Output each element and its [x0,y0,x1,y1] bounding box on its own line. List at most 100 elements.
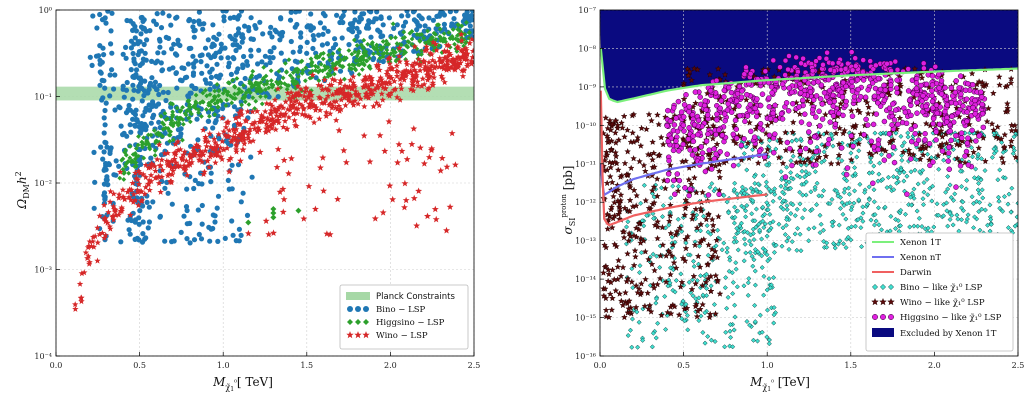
wino-like-point [630,111,638,118]
wino-point [280,156,288,164]
higgsino-point [290,70,296,75]
wino-like-point [704,261,711,268]
wino-point [245,128,253,135]
higgsino-point [401,51,407,57]
higgsino-like-point [807,89,814,95]
higgsino-like-point [766,104,773,110]
legend-planck-label: Planck Constraints [376,292,455,302]
bino-point [246,93,252,99]
bino-point [117,105,123,111]
right-x-axis-label: Mχ̃1⁰ [TeV] [749,375,810,393]
wino-like-point [630,186,638,194]
higgsino-like-point [826,136,832,143]
wino-point [104,219,111,226]
wino-like-point [617,191,625,198]
higgsino-point [385,41,391,47]
higgsino-like-point [867,58,873,64]
wino-like-point [762,130,770,137]
bino-point [365,23,371,29]
higgsino-point [417,32,422,38]
higgsino-like-point [936,121,943,128]
bino-like-point [975,151,981,157]
bino-point [214,205,220,211]
bino-point [189,83,195,89]
bino-point [226,60,232,66]
wino-point [292,90,300,97]
bino-like-point [685,252,691,258]
wino-point [175,162,182,169]
wino-like-point [712,310,719,317]
wino-point [236,109,243,116]
bino-like-point [790,153,796,159]
bino-point [240,64,246,71]
higgsino-like-point [778,110,785,117]
legend-series-label: Wino − LSP [376,331,428,341]
wino-like-point [627,164,635,172]
wino-like-point [666,161,674,169]
wino-like-point [827,160,835,167]
wino-point [448,129,456,137]
label-part: 1 [767,386,771,393]
wino-like-point [705,241,713,248]
wino-point [235,113,243,120]
wino-like-point [985,104,992,112]
bino-like-point [1010,151,1016,157]
wino-like-point [779,159,787,167]
wino-point [424,67,431,74]
bino-like-point [638,250,644,256]
wino-point [226,127,233,134]
wino-like-point [681,211,689,218]
bino-point [244,212,251,218]
wino-point [433,47,440,54]
higgsino-point [367,63,372,69]
wino-like-point [882,147,889,154]
bino-point [138,48,144,54]
bino-point [332,36,338,42]
higgsino-like-point [716,127,722,133]
bino-point [134,117,140,123]
bino-like-point [930,183,936,189]
wino-point [241,140,248,147]
higgsino-point [332,62,338,68]
bino-like-point [1012,223,1018,229]
wino-point [367,74,374,81]
bino-point [371,55,377,61]
higgsino-point [282,60,288,66]
bino-like-point [996,198,1002,204]
wino-point [110,190,117,197]
wino-point [318,99,326,106]
bino-point [226,186,232,192]
wino-like-point [651,266,658,274]
wino-like-point [668,252,676,259]
bino-like-point [972,214,978,220]
higgsino-point [352,49,358,55]
higgsino-like-point [853,63,859,69]
higgsino-like-point [955,109,961,116]
wino-point [296,100,303,107]
bino-like-point [668,195,674,201]
wino-like-point [630,232,638,239]
bino-like-point [847,200,853,206]
higgsino-point [375,51,381,56]
wino-point [325,87,333,94]
higgsino-like-point [798,60,804,67]
bino-point [162,238,168,244]
wino-like-point [605,216,612,223]
higgsino-like-point [786,85,793,91]
wino-like-point [961,159,969,166]
bino-point [136,215,142,221]
bino-like-point [750,189,756,195]
bino-point [228,71,234,77]
higgsino-point [132,150,138,156]
bino-like-point [876,171,882,177]
wino-point [410,194,418,202]
higgsino-like-point [965,80,971,87]
wino-like-point [953,154,961,162]
bino-point [368,10,374,15]
higgsino-like-point [894,67,901,73]
bino-like-point [843,216,849,222]
bino-like-point [1001,194,1008,200]
wino-point [244,108,251,115]
bino-point [212,53,218,59]
bino-point [97,43,103,49]
